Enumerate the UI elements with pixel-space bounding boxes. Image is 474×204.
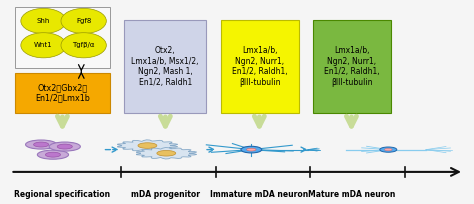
Text: Wnt1: Wnt1	[34, 42, 53, 48]
Text: Regional specification: Regional specification	[14, 190, 110, 199]
Ellipse shape	[57, 144, 73, 149]
Ellipse shape	[138, 143, 157, 148]
Ellipse shape	[37, 150, 69, 159]
Ellipse shape	[380, 147, 397, 152]
Ellipse shape	[49, 142, 81, 151]
Ellipse shape	[241, 146, 262, 153]
Ellipse shape	[61, 33, 106, 58]
Ellipse shape	[246, 148, 256, 151]
Text: Otx2,
Lmx1a/b, Msx1/2,
Ngn2, Mash 1,
En1/2, Raldh1: Otx2, Lmx1a/b, Msx1/2, Ngn2, Mash 1, En1…	[131, 47, 199, 87]
Ellipse shape	[384, 148, 392, 151]
Ellipse shape	[157, 151, 176, 156]
Text: Tgfβ/α: Tgfβ/α	[73, 42, 95, 48]
Text: Fgf8: Fgf8	[76, 18, 91, 24]
Polygon shape	[137, 147, 197, 159]
Bar	[220, 20, 299, 113]
Ellipse shape	[26, 140, 57, 149]
Bar	[124, 20, 207, 113]
Ellipse shape	[21, 33, 66, 58]
Ellipse shape	[21, 8, 66, 33]
Text: Lmx1a/b,
Ngn2, Nurr1,
En1/2, Raldh1,
βIII-tubulin: Lmx1a/b, Ngn2, Nurr1, En1/2, Raldh1, βII…	[324, 47, 380, 87]
Ellipse shape	[61, 8, 106, 33]
Text: Lmx1a/b,
Ngn2, Nurr1,
En1/2, Raldh1,
βIII-tubulin: Lmx1a/b, Ngn2, Nurr1, En1/2, Raldh1, βII…	[232, 47, 287, 87]
Ellipse shape	[34, 142, 49, 147]
Text: Mature mDA neuron: Mature mDA neuron	[308, 190, 395, 199]
Bar	[15, 7, 109, 68]
Text: mDA progenitor: mDA progenitor	[131, 190, 200, 199]
Text: Otx2、Gbx2、
En1/2、Lmx1b: Otx2、Gbx2、 En1/2、Lmx1b	[35, 83, 90, 103]
Polygon shape	[118, 140, 178, 151]
Text: Immature mDA neuron: Immature mDA neuron	[210, 190, 309, 199]
Text: Shh: Shh	[37, 18, 50, 24]
Ellipse shape	[46, 152, 61, 157]
Bar	[15, 73, 109, 113]
Bar	[313, 20, 391, 113]
